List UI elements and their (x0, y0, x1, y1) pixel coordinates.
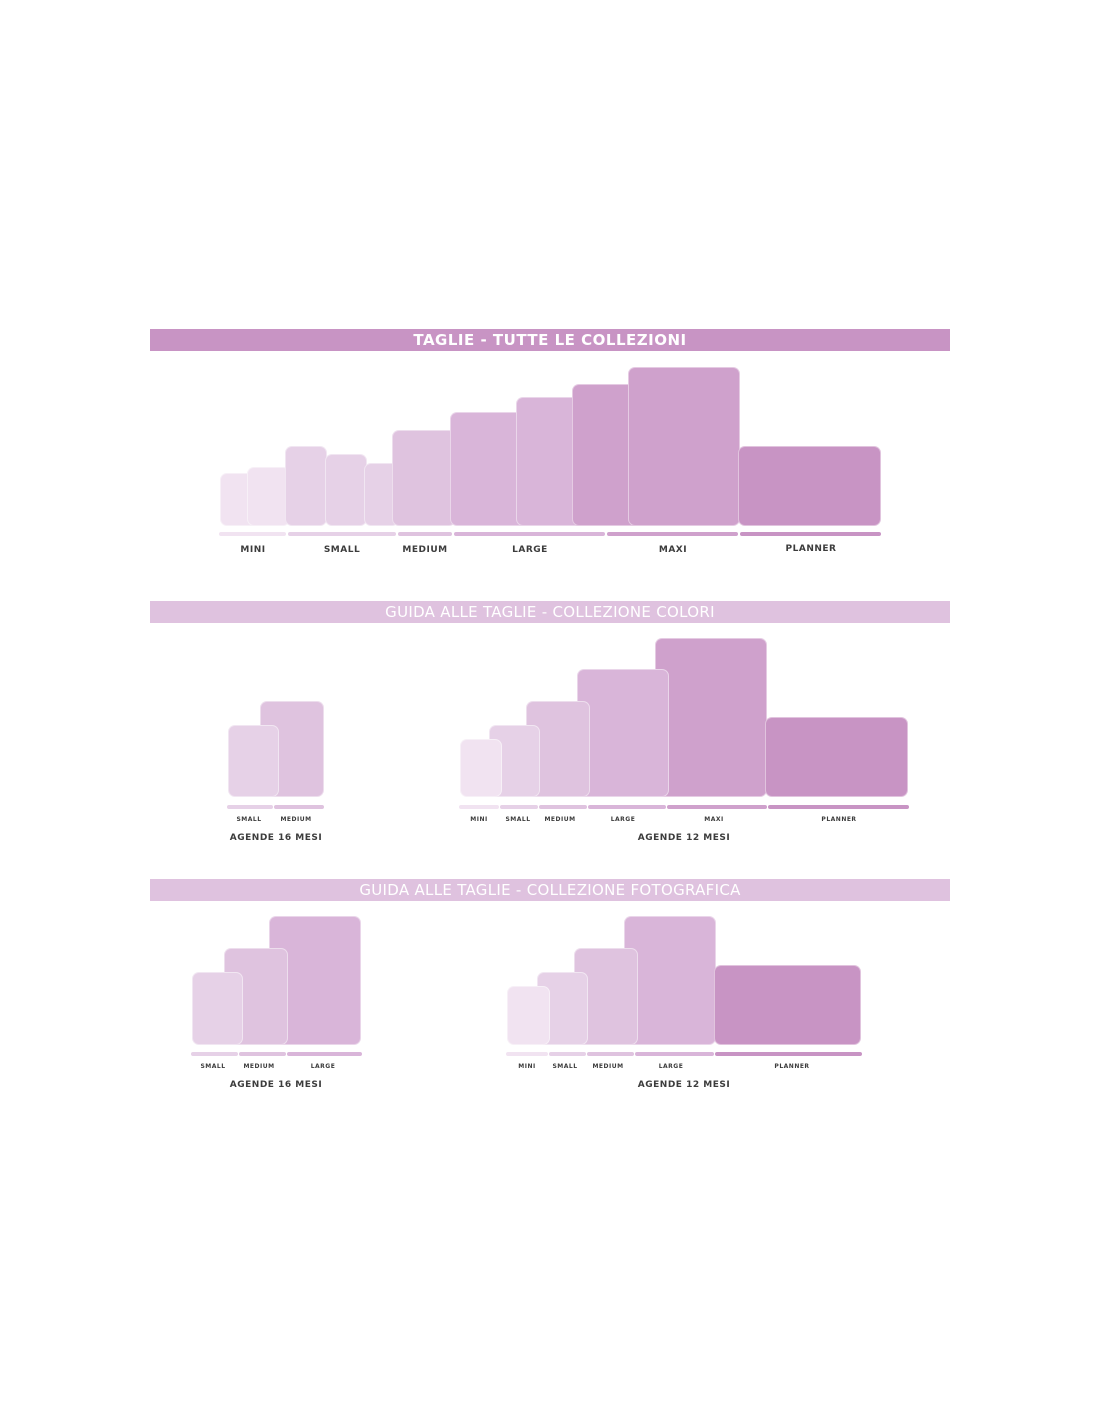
notebook-planner (765, 717, 908, 797)
size-bar-small (500, 805, 538, 809)
group-caption: AGENDE 16 MESI (229, 833, 323, 843)
size-label-planner: PLANNER (774, 1063, 810, 1070)
size-bar-small (191, 1052, 238, 1056)
notebook-planner (738, 446, 881, 526)
size-bar-small (227, 805, 273, 809)
size-bar-planner (740, 532, 881, 536)
size-bar-medium (587, 1052, 634, 1056)
size-label-small: SMALL (323, 545, 361, 555)
size-bar-medium (274, 805, 324, 809)
size-label-mini: MINI (518, 1063, 536, 1070)
size-bar-small (549, 1052, 586, 1056)
size-label-large: LARGE (658, 1063, 684, 1070)
notebook-planner (714, 965, 861, 1045)
size-bar-large (287, 1052, 362, 1056)
notebook-small (192, 972, 243, 1045)
size-label-large: LARGE (310, 1063, 336, 1070)
notebook-large (577, 669, 669, 797)
section-banner-all-collections: TAGLIE - TUTTE LE COLLEZIONI (150, 329, 950, 351)
size-bar-large (635, 1052, 714, 1056)
notebook-mini (460, 739, 502, 797)
size-label-small: SMALL (236, 816, 262, 823)
size-label-large: LARGE (610, 816, 636, 823)
notebook-maxi-b (628, 367, 740, 526)
size-bar-small (288, 532, 396, 536)
size-bar-planner (715, 1052, 862, 1056)
size-label-planner: PLANNER (821, 816, 857, 823)
notebook-mini (507, 986, 550, 1045)
size-bar-large (454, 532, 605, 536)
size-label-mini: MINI (470, 816, 488, 823)
size-bar-mini (219, 532, 286, 536)
size-bar-mini (506, 1052, 548, 1056)
notebook-small-b (325, 454, 367, 526)
group-caption: AGENDE 12 MESI (637, 1080, 731, 1090)
size-bar-maxi (607, 532, 738, 536)
size-bar-medium (539, 805, 587, 809)
size-bar-mini (459, 805, 499, 809)
size-label-small: SMALL (505, 816, 531, 823)
section-banner-fotografica: GUIDA ALLE TAGLIE - COLLEZIONE FOTOGRAFI… (150, 879, 950, 901)
notebook-medium (392, 430, 456, 526)
group-caption: AGENDE 12 MESI (637, 833, 731, 843)
size-bar-large (588, 805, 666, 809)
size-label-mini: MINI (240, 545, 266, 555)
size-label-medium: MEDIUM (243, 1063, 275, 1070)
size-label-planner: PLANNER (785, 544, 837, 554)
size-label-small: SMALL (552, 1063, 578, 1070)
size-label-medium: MEDIUM (402, 545, 448, 555)
section-title: GUIDA ALLE TAGLIE - COLLEZIONE FOTOGRAFI… (359, 881, 741, 899)
size-bar-medium (398, 532, 452, 536)
size-bar-maxi (667, 805, 767, 809)
notebook-small (228, 725, 279, 797)
size-label-maxi: MAXI (658, 545, 688, 555)
notebook-maxi (655, 638, 767, 797)
size-bar-planner (768, 805, 909, 809)
size-label-medium: MEDIUM (592, 1063, 624, 1070)
size-label-medium: MEDIUM (280, 816, 312, 823)
section-title: GUIDA ALLE TAGLIE - COLLEZIONE COLORI (385, 603, 715, 621)
group-caption: AGENDE 16 MESI (229, 1080, 323, 1090)
size-label-maxi: MAXI (704, 816, 724, 823)
size-bar-medium (239, 1052, 286, 1056)
notebook-small-a (285, 446, 327, 526)
size-label-small: SMALL (200, 1063, 226, 1070)
section-banner-colori: GUIDA ALLE TAGLIE - COLLEZIONE COLORI (150, 601, 950, 623)
section-title: TAGLIE - TUTTE LE COLLEZIONI (413, 331, 687, 349)
size-label-large: LARGE (512, 545, 548, 555)
size-label-medium: MEDIUM (544, 816, 576, 823)
